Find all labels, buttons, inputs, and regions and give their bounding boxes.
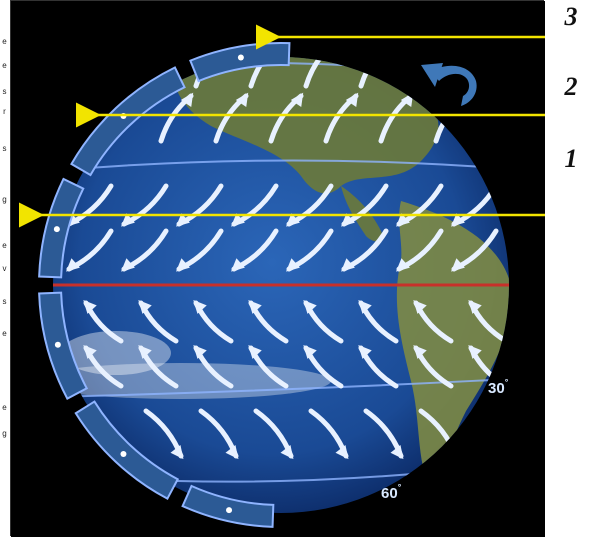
- wind-arrow-ne-trade: [176, 183, 224, 227]
- cell-number-3: 3: [564, 2, 578, 31]
- cell-band-hadley-south-flow-marker: [54, 341, 61, 348]
- lat-label-60: 60°: [381, 482, 402, 502]
- wind-arrow-ne-trade: [396, 183, 444, 227]
- wind-arrow-ne-trade: [341, 228, 389, 272]
- margin-char: g: [2, 429, 7, 438]
- cell-band-ferrel-south-flow-marker: [120, 450, 127, 457]
- wind-arrow-ne-trade: [231, 228, 279, 272]
- wind-arrow-se-trade: [413, 300, 454, 344]
- cell-number-2: 2: [564, 72, 578, 101]
- wind-arrow-westerly: [303, 57, 339, 89]
- wind-arrow-se-trade: [303, 345, 344, 389]
- wind-arrow-ne-trade: [451, 228, 499, 272]
- margin-char: v: [2, 264, 7, 273]
- wind-arrow-se-trade: [303, 300, 344, 344]
- wind-arrow-se-trade: [413, 345, 454, 389]
- wind-arrow-ne-trade: [396, 228, 444, 272]
- wind-arrow-ne-trade: [286, 183, 334, 227]
- cell-band-polar-south: [181, 484, 275, 528]
- wind-arrow-ne-trade: [286, 228, 334, 272]
- wind-arrow-ne-trade: [341, 183, 389, 227]
- lat-label-30-unit: °: [505, 377, 509, 387]
- wind-arrow-southern-westerly: [198, 408, 239, 460]
- wind-arrow-se-trade: [468, 300, 509, 344]
- lat-label-60-unit: °: [398, 482, 402, 492]
- cell-band-ferrel-south: [74, 400, 180, 501]
- globe-diagram: 30° 60°: [11, 1, 545, 537]
- wind-arrow-southern-westerly: [363, 408, 404, 460]
- wind-arrow-southern-westerly: [308, 408, 349, 460]
- south-america-landmass: [396, 201, 509, 491]
- wind-arrow-se-trade: [248, 300, 289, 344]
- cell-number-1: 1: [564, 144, 578, 173]
- margin-char: s: [2, 297, 7, 306]
- latitude-line-30n: [53, 159, 509, 172]
- cell-band-hadley-north: [38, 177, 85, 279]
- cell-band-hadley-south: [38, 291, 89, 400]
- margin-char: e: [2, 241, 7, 250]
- cell-band-hadley-north-flow-marker: [53, 226, 60, 233]
- margin-char: s: [2, 144, 7, 153]
- wind-arrow-ne-trade: [121, 228, 169, 272]
- lat-label-60-value: 60: [381, 485, 398, 502]
- rotation-arrow-head: [421, 63, 443, 87]
- pointer-arrows: [18, 24, 545, 228]
- wind-arrow-se-trade: [193, 345, 234, 389]
- margin-char: r: [3, 107, 6, 116]
- cell-band-polar-north-flow-marker: [237, 54, 244, 61]
- global-circulation-figure: 30° 60°: [10, 0, 545, 537]
- margin-char: e: [2, 61, 7, 70]
- wind-arrow-se-trade: [83, 300, 124, 344]
- wind-arrow-se-trade: [138, 300, 179, 344]
- circulation-cell-bands: [38, 42, 291, 528]
- earth-rotation-arrow-icon: [431, 65, 477, 106]
- lat-label-30-value: 30: [488, 380, 505, 397]
- wind-arrow-southern-westerly: [143, 408, 184, 460]
- wind-arrow-se-trade: [358, 345, 399, 389]
- north-america-landmass: [171, 57, 439, 194]
- cloud-patch: [61, 331, 171, 375]
- margin-char: e: [2, 37, 7, 46]
- wind-arrow-se-trade: [358, 300, 399, 344]
- wind-arrow-ne-trade: [231, 183, 279, 227]
- margin-char: e: [2, 329, 7, 338]
- margin-char: e: [2, 403, 7, 412]
- wind-arrow-se-trade: [193, 300, 234, 344]
- wind-arrow-ne-trade: [176, 228, 224, 272]
- cell-band-polar-south-flow-marker: [226, 507, 233, 514]
- wind-arrow-se-trade: [138, 345, 179, 389]
- lat-label-30: 30°: [488, 377, 509, 397]
- wind-arrow-ne-trade: [66, 228, 114, 272]
- wind-arrow-se-trade: [83, 345, 124, 389]
- wind-arrow-southern-westerly: [253, 408, 294, 460]
- wind-arrow-ne-trade: [121, 183, 169, 227]
- wind-arrow-se-trade: [248, 345, 289, 389]
- rotation-arrow: [421, 63, 477, 106]
- margin-char: s: [2, 87, 7, 96]
- cell-band-polar-north: [189, 42, 291, 83]
- margin-char: g: [2, 195, 7, 204]
